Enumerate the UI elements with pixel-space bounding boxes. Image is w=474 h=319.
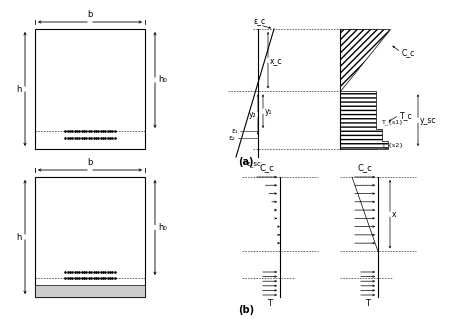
Text: C_c: C_c [357,163,373,172]
Text: T_{s1}: T_{s1} [382,119,404,125]
Text: x: x [392,210,396,219]
Text: h₀: h₀ [158,76,167,85]
Bar [35,29,145,149]
Text: ε_c: ε_c [254,16,266,25]
Text: y₁: y₁ [265,107,273,116]
Text: ε₁: ε₁ [231,128,238,134]
Text: C_c: C_c [402,48,415,57]
Polygon shape [340,92,388,149]
Text: y₂: y₂ [248,110,256,119]
Bar [35,285,145,297]
Text: T: T [365,299,371,308]
Text: T_{s2}: T_{s2} [382,142,404,148]
Text: b: b [87,10,93,19]
Text: h: h [17,233,22,241]
Text: T_c: T_c [400,111,413,120]
Text: ε₂: ε₂ [229,135,236,141]
Text: (a): (a) [238,157,254,167]
Text: b: b [87,158,93,167]
Polygon shape [340,29,390,92]
Text: h₀: h₀ [158,223,167,232]
Text: T: T [267,299,273,308]
Text: (b): (b) [238,305,254,315]
Text: y_sc: y_sc [420,116,437,125]
Bar [35,177,145,297]
Text: x_c: x_c [270,56,283,65]
Text: h: h [17,85,22,93]
Text: ε_sc: ε_sc [246,161,262,167]
Text: C_c: C_c [260,163,274,172]
